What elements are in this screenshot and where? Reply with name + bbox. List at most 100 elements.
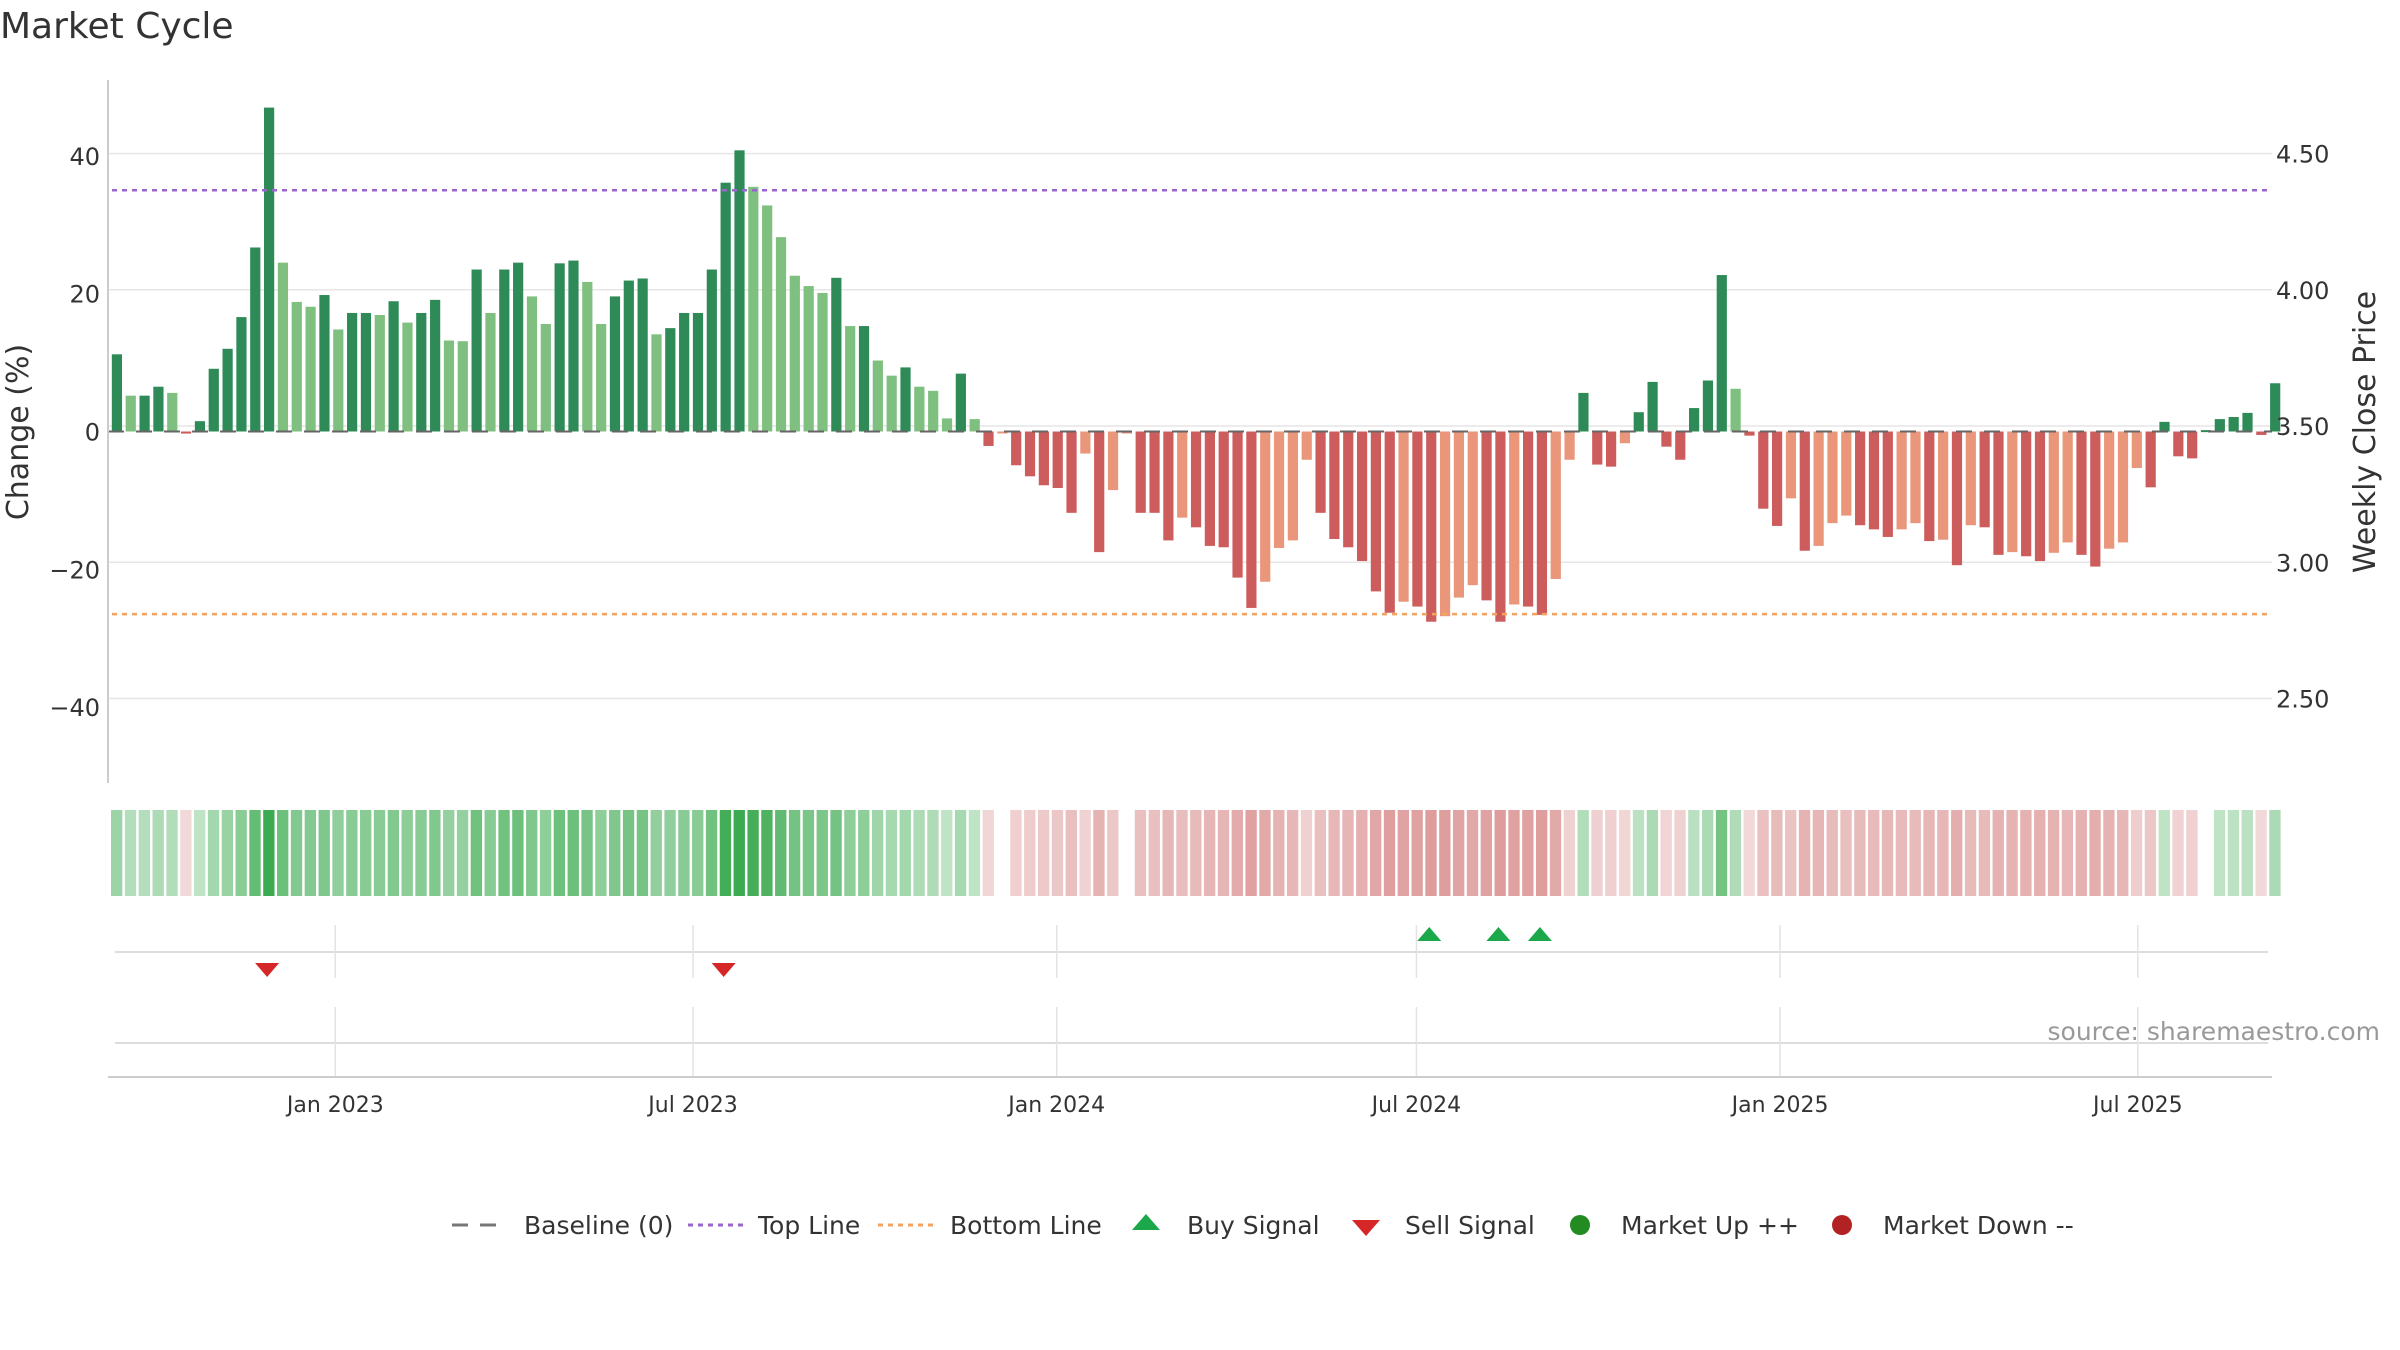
heat-cell xyxy=(1439,810,1451,896)
heat-cell xyxy=(1369,810,1382,896)
change-bar xyxy=(1426,431,1437,622)
heat-cell xyxy=(1563,810,1576,896)
legend-item-baseline[interactable]: Baseline (0) xyxy=(452,1211,673,1240)
legend-item-market-up[interactable]: Market Up ++ xyxy=(1570,1211,1799,1240)
change-bar xyxy=(2270,383,2281,432)
change-bar xyxy=(264,107,275,432)
change-bar xyxy=(831,277,842,432)
heat-cell xyxy=(221,810,234,896)
legend-item-buy-signal[interactable]: Buy Signal xyxy=(1132,1211,1320,1240)
change-bar xyxy=(734,150,745,432)
change-bar xyxy=(1287,431,1298,541)
heat-cell xyxy=(1826,810,1838,896)
heat-cell xyxy=(1605,810,1617,896)
heat-cell xyxy=(1480,810,1492,896)
change-bar xyxy=(319,295,330,432)
heat-cell xyxy=(1895,810,1908,896)
change-bar xyxy=(291,301,302,432)
change-bar xyxy=(1522,431,1534,607)
change-bar xyxy=(208,368,219,432)
change-bar xyxy=(499,269,510,432)
change-bar xyxy=(1633,412,1644,432)
change-bar xyxy=(1924,431,1935,542)
heat-cell xyxy=(1356,810,1368,896)
sell-signal-marker xyxy=(711,963,736,977)
heat-cell xyxy=(775,810,787,896)
heat-cell xyxy=(1591,810,1603,896)
left-axis-title: Change (%) xyxy=(1,344,36,520)
change-bar xyxy=(1094,431,1105,553)
heat-cell xyxy=(1536,810,1548,896)
cycle-heat-strip xyxy=(111,810,2281,896)
heat-cell xyxy=(968,810,981,896)
heat-cell xyxy=(567,810,579,896)
change-bar xyxy=(969,419,980,432)
change-bar xyxy=(582,281,593,432)
change-bar xyxy=(1495,431,1506,622)
change-bar xyxy=(1011,431,1022,466)
heat-cell xyxy=(1494,810,1506,896)
heat-cell xyxy=(2227,810,2240,896)
change-bar xyxy=(526,296,538,432)
heat-cell xyxy=(443,810,455,896)
heat-cell xyxy=(802,810,815,896)
heat-cell xyxy=(1964,810,1977,896)
grid-layer xyxy=(108,152,2272,700)
heat-cell xyxy=(2186,810,2198,896)
change-bar xyxy=(1564,431,1575,460)
buy-signal-marker xyxy=(1417,927,1442,941)
change-bar xyxy=(1412,431,1423,607)
heat-cell xyxy=(346,810,358,896)
heat-cell xyxy=(2213,810,2226,896)
heat-cell xyxy=(1024,810,1036,896)
heat-cell xyxy=(816,810,828,896)
change-bar xyxy=(1370,431,1382,592)
change-bar xyxy=(1868,431,1880,530)
heat-cell xyxy=(318,810,330,896)
change-bar xyxy=(789,275,800,432)
date-tick-label: Jan 2024 xyxy=(1006,1093,1105,1118)
sell-signal-icon xyxy=(1352,1220,1380,1236)
date-tick-label: Jan 2025 xyxy=(1730,1093,1829,1118)
change-bar xyxy=(1689,408,1700,432)
heat-cell xyxy=(913,810,925,896)
change-bar xyxy=(360,312,372,432)
legend-item-top-line[interactable]: Top Line xyxy=(688,1211,860,1240)
heat-cell xyxy=(124,810,137,896)
legend-item-bottom-line[interactable]: Bottom Line xyxy=(878,1211,1102,1240)
heat-cell xyxy=(360,810,372,896)
change-bar xyxy=(2034,431,2046,562)
heat-cell xyxy=(650,810,662,896)
heat-cell xyxy=(1217,810,1230,896)
change-bar xyxy=(333,329,344,432)
bars-layer xyxy=(111,107,2281,622)
heat-cell xyxy=(2020,810,2032,896)
change-bar xyxy=(1951,431,1963,566)
heat-cell xyxy=(954,810,967,896)
change-bar xyxy=(2048,431,2059,553)
heat-cell xyxy=(249,810,261,896)
heat-cell xyxy=(2117,810,2129,896)
heat-cell xyxy=(1107,810,1119,896)
heat-cell xyxy=(1992,810,2004,896)
change-bar xyxy=(997,431,1008,434)
market-panel xyxy=(108,1042,2272,1078)
right-tick-label: 2.50 xyxy=(2276,686,2329,714)
heat-cell xyxy=(1909,810,1921,896)
change-bar xyxy=(1910,431,1921,524)
date-tick-label: Jan 2023 xyxy=(285,1093,384,1118)
heat-cell xyxy=(581,810,593,896)
change-bar xyxy=(2159,421,2170,432)
heat-cell xyxy=(1729,810,1742,896)
heat-cell xyxy=(1937,810,1949,896)
change-bar xyxy=(775,237,787,432)
change-bar xyxy=(1260,431,1271,582)
heat-cell xyxy=(1702,810,1714,896)
legend-item-market-down[interactable]: Market Down -- xyxy=(1832,1211,2074,1240)
legend-buy-label: Buy Signal xyxy=(1187,1211,1320,1240)
legend-item-sell-signal[interactable]: Sell Signal xyxy=(1352,1211,1535,1240)
heat-cell xyxy=(2269,810,2281,896)
heat-cell xyxy=(332,810,344,896)
heat-cell xyxy=(207,810,220,896)
change-bar xyxy=(2242,412,2253,432)
